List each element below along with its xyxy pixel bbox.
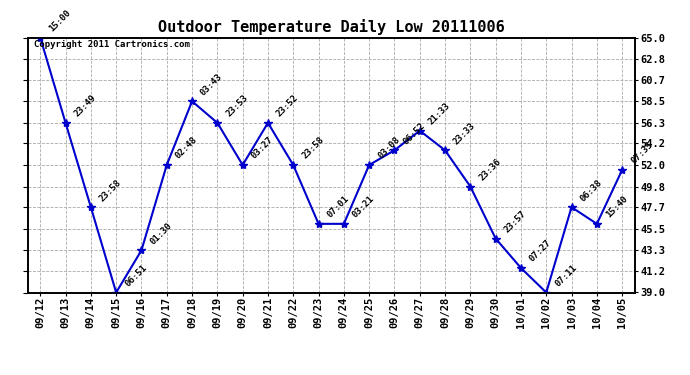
- Text: 23:57: 23:57: [502, 209, 528, 234]
- Text: 23:49: 23:49: [72, 93, 98, 118]
- Text: 21:33: 21:33: [426, 101, 452, 126]
- Text: 23:36: 23:36: [477, 157, 502, 182]
- Text: Copyright 2011 Cartronics.com: Copyright 2011 Cartronics.com: [34, 40, 190, 49]
- Text: 06:51: 06:51: [123, 263, 148, 288]
- Text: 03:43: 03:43: [199, 72, 224, 97]
- Text: 15:40: 15:40: [604, 194, 629, 220]
- Text: 23:58: 23:58: [98, 178, 123, 203]
- Text: 23:33: 23:33: [452, 121, 477, 146]
- Title: Outdoor Temperature Daily Low 20111006: Outdoor Temperature Daily Low 20111006: [158, 19, 504, 35]
- Text: 06:52: 06:52: [402, 121, 426, 146]
- Text: 03:08: 03:08: [376, 135, 402, 161]
- Text: 06:38: 06:38: [578, 178, 604, 203]
- Text: 23:58: 23:58: [300, 135, 326, 161]
- Text: 23:53: 23:53: [224, 93, 250, 118]
- Text: 07:01: 07:01: [326, 194, 351, 220]
- Text: 01:30: 01:30: [148, 221, 174, 246]
- Text: 15:00: 15:00: [47, 8, 72, 33]
- Text: 03:27: 03:27: [250, 135, 275, 161]
- Text: 07:11: 07:11: [553, 263, 578, 288]
- Text: 07:35: 07:35: [629, 140, 654, 166]
- Text: 03:21: 03:21: [351, 194, 376, 220]
- Text: 07:27: 07:27: [528, 238, 553, 264]
- Text: 02:48: 02:48: [174, 135, 199, 161]
- Text: 23:52: 23:52: [275, 93, 300, 118]
